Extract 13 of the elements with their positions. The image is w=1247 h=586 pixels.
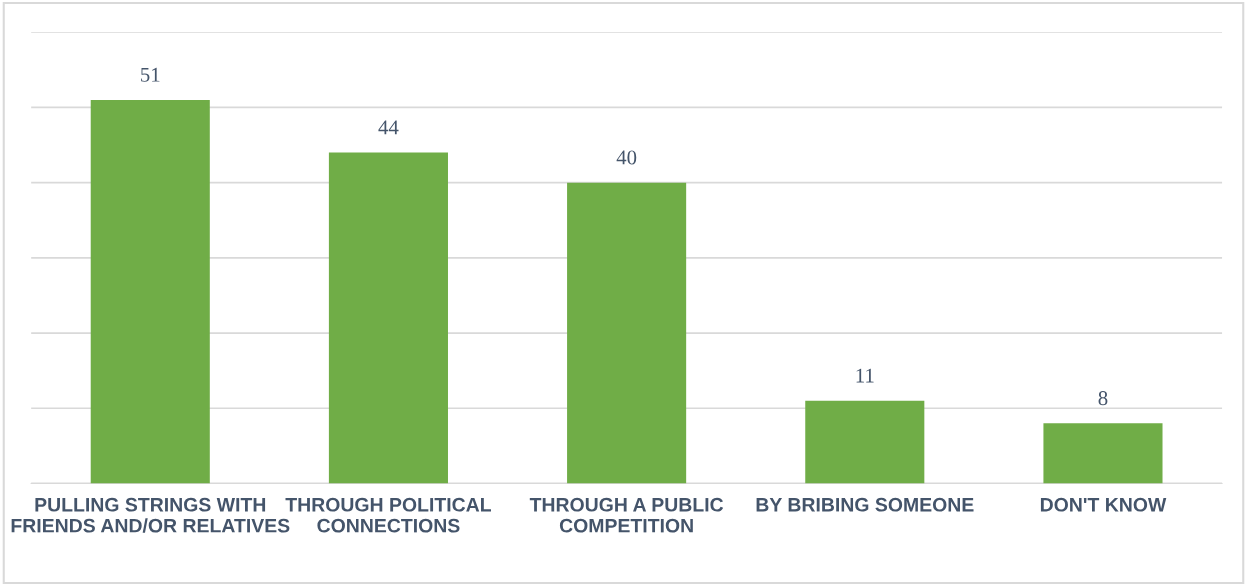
x-tick-label: DON'T KNOW — [1040, 497, 1167, 512]
bar — [1043, 423, 1163, 484]
data-label: 8 — [1098, 391, 1108, 406]
data-label: 11 — [856, 368, 874, 383]
bar — [805, 400, 925, 484]
bar — [90, 99, 210, 484]
data-label: 51 — [141, 67, 160, 82]
x-tick-label: THROUGH A PUBLIC COMPETITION — [529, 497, 724, 533]
data-label: 40 — [616, 150, 637, 165]
x-tick-label: BY BRIBING SOMEONE — [756, 497, 974, 512]
bar — [328, 152, 448, 484]
data-label: 44 — [378, 120, 399, 135]
bar — [567, 182, 687, 484]
